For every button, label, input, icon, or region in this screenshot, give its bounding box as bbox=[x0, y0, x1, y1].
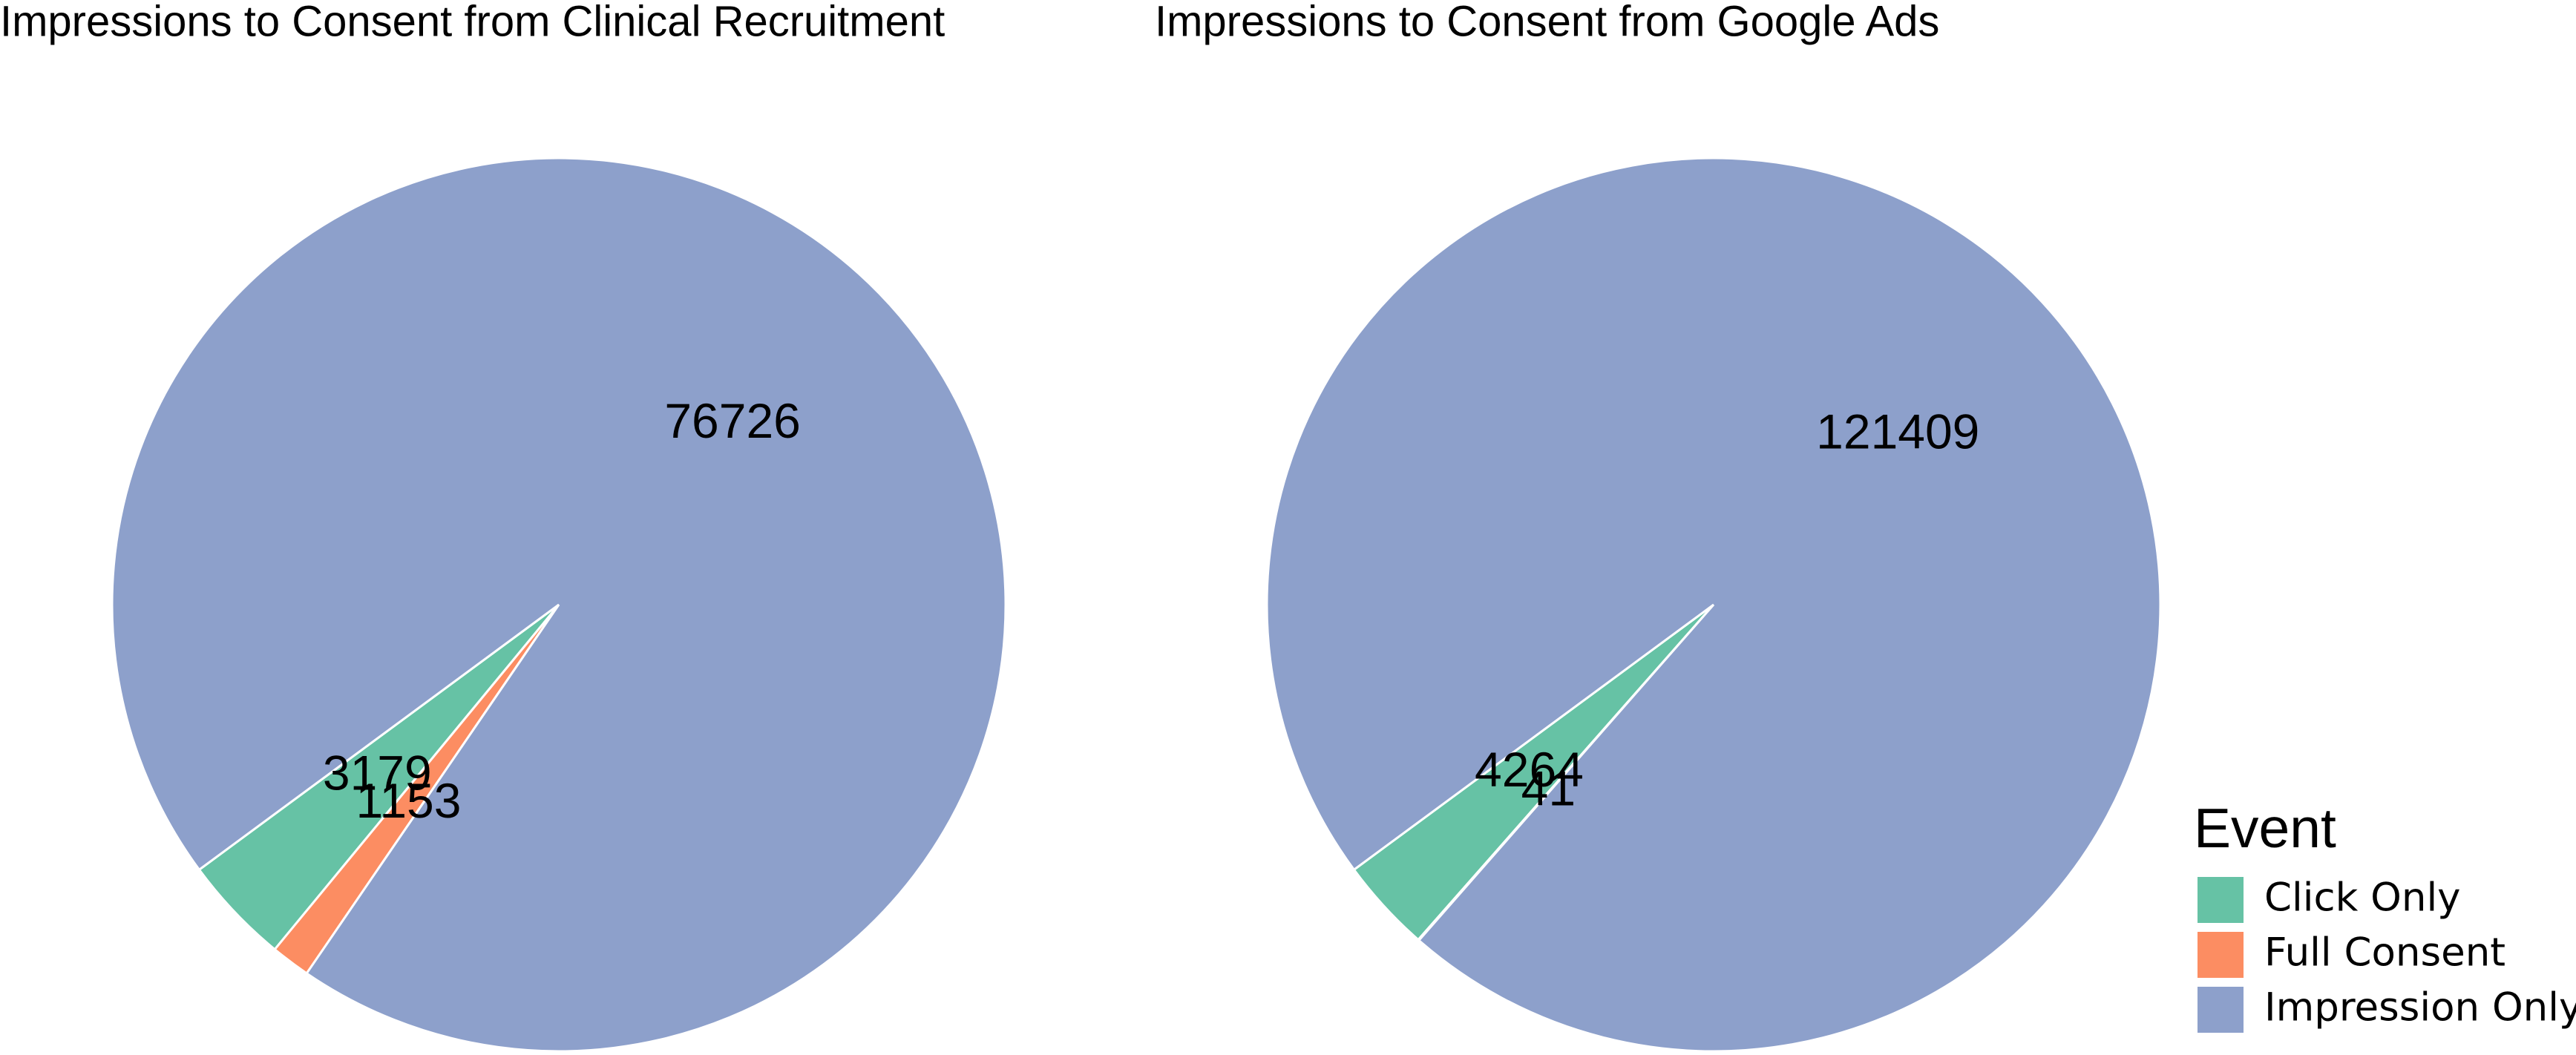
chart-title: Impressions to Consent from Google Ads bbox=[1155, 0, 1939, 45]
data-label: 3179 bbox=[323, 745, 432, 800]
pie-slice bbox=[1265, 157, 2162, 1053]
legend-label: Click Only bbox=[2264, 875, 2461, 921]
legend-title: Event bbox=[2194, 797, 2336, 859]
data-label: 4264 bbox=[1475, 742, 1584, 797]
legend-key bbox=[2198, 877, 2244, 923]
legend-key bbox=[2198, 987, 2244, 1033]
legend-label: Full Consent bbox=[2264, 930, 2505, 976]
chart-title: Impressions to Consent from Clinical Rec… bbox=[0, 0, 945, 45]
data-label: 41 bbox=[1521, 761, 1576, 816]
data-label: 1153 bbox=[356, 773, 462, 828]
legend-label: Impression Only bbox=[2264, 985, 2576, 1031]
legend-key bbox=[2198, 932, 2244, 978]
data-label: 76726 bbox=[664, 393, 801, 448]
pie-slice bbox=[111, 157, 1007, 1053]
data-label: 121409 bbox=[1816, 404, 1979, 459]
